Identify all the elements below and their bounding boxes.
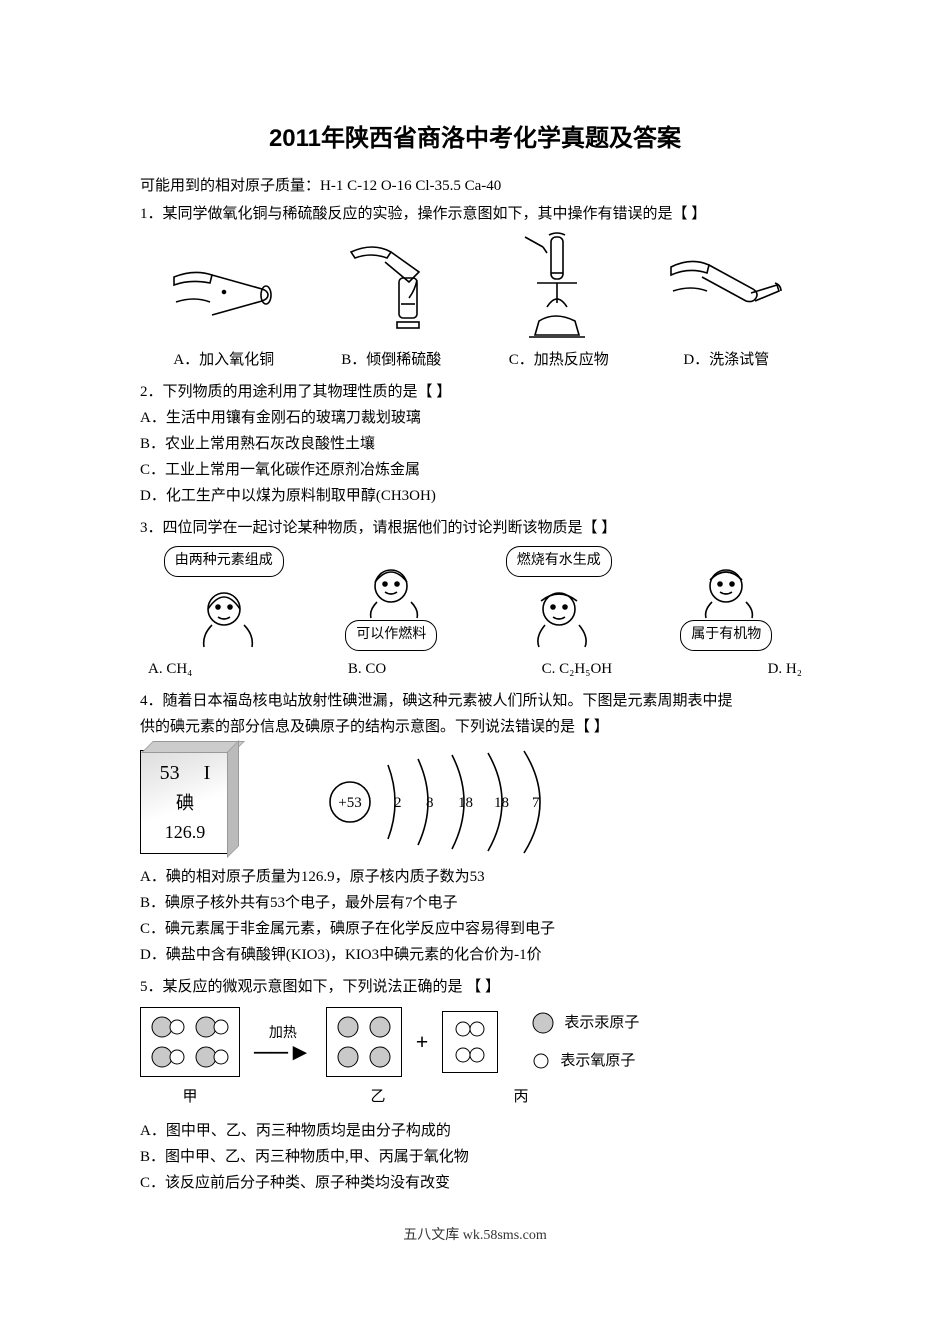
q1-option-d: D．洗涤试管 <box>643 232 811 372</box>
element-name: 碘 <box>176 789 194 818</box>
q3-student-3: 燃烧有水生成 <box>475 546 643 650</box>
student-icon <box>519 581 599 651</box>
q3-opt-a: A. CH₄ <box>148 657 192 681</box>
wash-tube-icon <box>651 237 801 337</box>
q1-option-a: A．加入氧化铜 <box>140 232 308 372</box>
question-2: 2．下列物质的用途利用了其物理性质的是【 】 A．生活中用镶有金刚石的玻璃刀裁划… <box>140 380 810 508</box>
question-4: 4．随着日本福岛核电站放射性碘泄漏，碘这种元素被人们所认知。下图是元素周期表中提… <box>140 689 810 967</box>
heat-icon <box>499 227 619 347</box>
shell-1: 2 <box>394 795 402 811</box>
hgo-molecule-icon <box>151 1046 185 1068</box>
q4-text-1: 4．随着日本福岛核电站放射性碘泄漏，碘这种元素被人们所认知。下图是元素周期表中提 <box>140 689 810 713</box>
q3-opt-c: C. C₂H₅OH <box>542 657 612 681</box>
student-icon <box>184 581 264 651</box>
arrow-icon: ──► <box>254 1046 312 1060</box>
q5-legend: 表示汞原子 表示氧原子 <box>532 1011 639 1073</box>
atomic-mass: 126.9 <box>165 818 206 847</box>
nucleus-label: +53 <box>338 795 361 811</box>
q5-box-jia <box>140 1007 240 1077</box>
student-icon <box>686 560 766 620</box>
o2-molecule-icon <box>453 1046 487 1064</box>
q4-d: D．碘盐中含有碘酸钾(KIO3)，KIO3中碘元素的化合价为-1价 <box>140 943 810 967</box>
q2-b: B．农业上常用熟石灰改良酸性土壤 <box>140 432 810 456</box>
add-cuo-icon <box>154 242 294 332</box>
q5-text: 5．某反应的微观示意图如下，下列说法正确的是 【 】 <box>140 975 810 999</box>
question-3: 3．四位同学在一起讨论某种物质，请根据他们的讨论判断该物质是【 】 由两种元素组… <box>140 516 810 680</box>
atomic-mass-prefix: 可能用到的相对原子质量：H-1 C-12 O-16 Cl-35.5 Ca-40 <box>140 174 810 198</box>
student-icon <box>351 560 431 620</box>
shell-5: 7 <box>532 795 540 811</box>
hg-legend-icon <box>532 1012 554 1034</box>
page-title: 2011年陕西省商洛中考化学真题及答案 <box>140 120 810 158</box>
q3-bubble-1: 由两种元素组成 <box>164 546 284 576</box>
o-legend-label: 表示氧原子 <box>560 1049 635 1073</box>
q1-a-label: A．加入氧化铜 <box>173 348 274 372</box>
q1-c-label: C．加热反应物 <box>509 348 609 372</box>
hg-atom-icon <box>369 1046 391 1068</box>
q4-b: B．碘原子核外共有53个电子，最外层有7个电子 <box>140 891 810 915</box>
periodic-element-box: 53 I 碘 126.9 <box>140 750 230 854</box>
q1-b-label: B．倾倒稀硫酸 <box>341 348 441 372</box>
o2-molecule-icon <box>453 1020 487 1038</box>
question-5: 5．某反应的微观示意图如下，下列说法正确的是 【 】 加热 ──► <box>140 975 810 1195</box>
shell-4: 18 <box>494 795 509 811</box>
plus-icon: + <box>416 1024 429 1059</box>
q5-b: B．图中甲、乙、丙三种物质中,甲、丙属于氧化物 <box>140 1145 810 1169</box>
q3-bubble-4: 属于有机物 <box>680 620 772 650</box>
hg-atom-icon <box>337 1046 359 1068</box>
shell-2: 8 <box>426 795 434 811</box>
label-yi: 乙 <box>338 1085 418 1109</box>
q1-options: A．加入氧化铜 B．倾倒稀硫酸 <box>140 232 810 372</box>
hgo-molecule-icon <box>151 1016 185 1038</box>
atom-structure-icon: +53 2 8 18 18 7 <box>310 747 570 857</box>
q3-student-4: 属于有机物 <box>643 556 811 650</box>
q3-bubble-2: 可以作燃料 <box>345 620 437 650</box>
pour-acid-icon <box>321 232 461 342</box>
q5-box-labels: 甲 乙 丙 <box>140 1085 810 1109</box>
hg-atom-icon <box>337 1016 359 1038</box>
q1-option-b: B．倾倒稀硫酸 <box>308 232 476 372</box>
q1-option-c: C．加热反应物 <box>475 232 643 372</box>
shell-3: 18 <box>458 795 473 811</box>
element-symbol: I <box>204 757 211 789</box>
label-jia: 甲 <box>140 1085 240 1109</box>
q5-box-yi <box>326 1007 402 1077</box>
hgo-molecule-icon <box>195 1016 229 1038</box>
reaction-arrow: 加热 ──► <box>254 1023 312 1060</box>
q1-text: 1．某同学做氧化铜与稀硫酸反应的实验，操作示意图如下，其中操作有错误的是【 】 <box>140 202 810 226</box>
q5-diagram: 加热 ──► + 表 <box>140 1007 810 1077</box>
q3-student-2: 可以作燃料 <box>308 556 476 650</box>
q4-a: A．碘的相对原子质量为126.9，原子核内质子数为53 <box>140 865 810 889</box>
hg-atom-icon <box>369 1016 391 1038</box>
o-legend-icon <box>532 1052 550 1070</box>
q3-text: 3．四位同学在一起讨论某种物质，请根据他们的讨论判断该物质是【 】 <box>140 516 810 540</box>
label-bing: 丙 <box>486 1085 556 1109</box>
q4-figures: 53 I 碘 126.9 +53 2 8 18 18 7 <box>140 747 810 857</box>
atomic-number: 53 <box>160 757 180 789</box>
q4-text-2: 供的碘元素的部分信息及碘原子的结构示意图。下列说法错误的是【 】 <box>140 715 810 739</box>
q2-text: 2．下列物质的用途利用了其物理性质的是【 】 <box>140 380 810 404</box>
q5-box-bing <box>442 1011 498 1073</box>
q2-d: D．化工生产中以煤为原料制取甲醇(CH3OH) <box>140 484 810 508</box>
question-1: 1．某同学做氧化铜与稀硫酸反应的实验，操作示意图如下，其中操作有错误的是【 】 … <box>140 202 810 372</box>
q3-student-1: 由两种元素组成 <box>140 546 308 650</box>
q3-opt-d: D. H₂ <box>768 657 802 681</box>
q1-d-label: D．洗涤试管 <box>683 348 769 372</box>
q3-letters: A. CH₄ B. CO C. C₂H₅OH D. H₂ <box>148 657 802 681</box>
hgo-molecule-icon <box>195 1046 229 1068</box>
page-footer: 五八文库 wk.58sms.com <box>140 1225 810 1247</box>
q5-c: C．该反应前后分子种类、原子种类均没有改变 <box>140 1171 810 1195</box>
q3-bubble-3: 燃烧有水生成 <box>506 546 612 576</box>
hg-legend-label: 表示汞原子 <box>564 1011 639 1035</box>
q2-c: C．工业上常用一氧化碳作还原剂冶炼金属 <box>140 458 810 482</box>
q4-c: C．碘元素属于非金属元素，碘原子在化学反应中容易得到电子 <box>140 917 810 941</box>
q3-discussion: 由两种元素组成 可以作燃料 燃烧有水生成 属于有机物 <box>140 546 810 650</box>
q5-a: A．图中甲、乙、丙三种物质均是由分子构成的 <box>140 1119 810 1143</box>
q3-opt-b: B. CO <box>348 657 386 681</box>
q2-a: A．生活中用镶有金刚石的玻璃刀裁划玻璃 <box>140 406 810 430</box>
